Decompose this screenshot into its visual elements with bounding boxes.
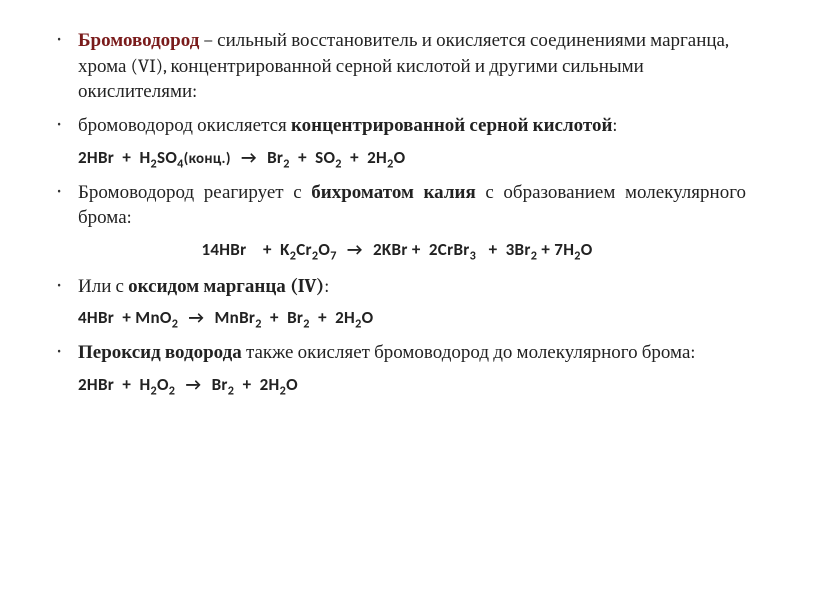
equation-3: 4HBr + MnO2 → MnBr2 + Br2 + 2H2O bbox=[78, 307, 746, 330]
bullet-list: Бромоводород – сильный восстановитель и … bbox=[48, 28, 746, 139]
term-bromovodorod: Бромоводород bbox=[78, 29, 199, 51]
slide-content: Бромоводород – сильный восстановитель и … bbox=[48, 28, 746, 397]
bullet-4-post: : bbox=[324, 275, 329, 297]
bullet-5-rest: также окисляет бромоводород до молекуляр… bbox=[242, 341, 696, 363]
bullet-4-bold: оксидом марганца (IV) bbox=[128, 275, 324, 297]
bullet-3-bold: бихроматом калия bbox=[311, 181, 475, 203]
bullet-list-3: Или с оксидом марганца (IV): bbox=[48, 274, 746, 300]
bullet-5: Пероксид водорода также окисляет бромово… bbox=[48, 340, 746, 366]
bullet-4: Или с оксидом марганца (IV): bbox=[48, 274, 746, 300]
bullet-3-pre: Бромоводород реагирует с bbox=[78, 181, 311, 203]
bullet-2: бромоводород окисляется концентрированно… bbox=[48, 113, 746, 139]
bullet-5-bold: Пероксид водорода bbox=[78, 341, 242, 363]
equation-1: 2HBr + H2SO4(конц.) → Br2 + SO2 + 2H2O bbox=[78, 147, 746, 170]
bullet-list-4: Пероксид водорода также окисляет бромово… bbox=[48, 340, 746, 366]
bullet-1: Бромоводород – сильный восстановитель и … bbox=[48, 28, 746, 105]
equation-4: 2HBr + H2O2 → Br2 + 2H2O bbox=[78, 374, 746, 397]
bullet-list-2: Бромоводород реагирует с бихроматом кали… bbox=[48, 180, 746, 231]
bullet-2-post: : bbox=[612, 114, 617, 136]
bullet-2-pre: бромоводород окисляется bbox=[78, 114, 291, 136]
bullet-2-bold: концентрированной серной кислотой bbox=[291, 114, 612, 136]
bullet-4-pre: Или с bbox=[78, 275, 128, 297]
bullet-3: Бромоводород реагирует с бихроматом кали… bbox=[48, 180, 746, 231]
equation-2: 14HBr + K2Cr2O7 → 2KBr + 2CrBr3 + 3Br2 +… bbox=[48, 239, 746, 262]
